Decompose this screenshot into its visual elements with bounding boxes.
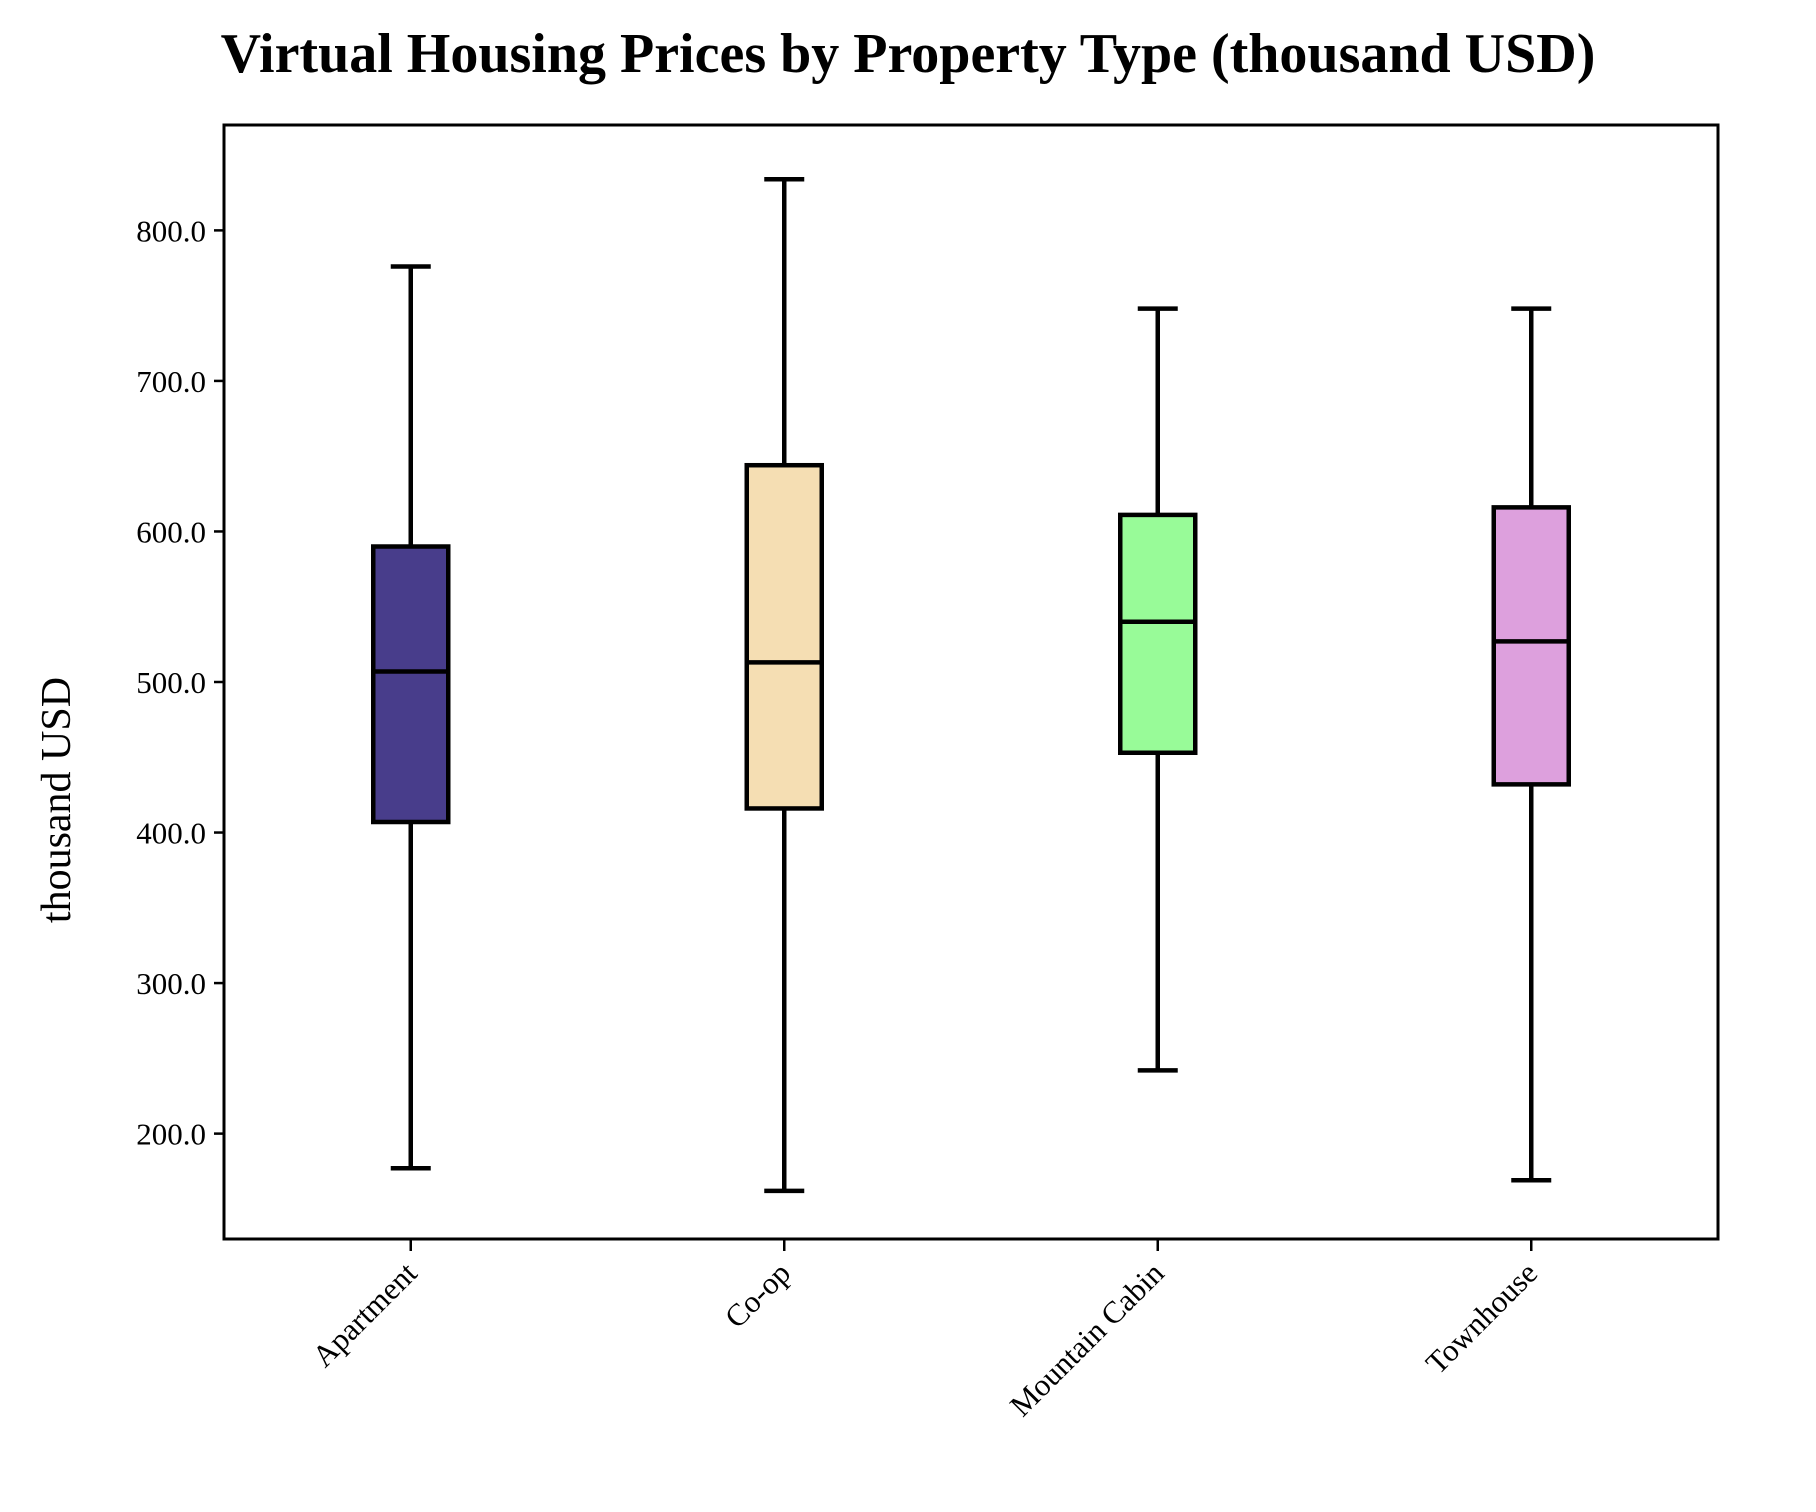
y-tick-label: 200.0 (136, 1117, 206, 1152)
x-tick-label: Mountain Cabin (1003, 1255, 1171, 1423)
y-tick-label: 300.0 (136, 966, 206, 1001)
y-axis-ticks: 200.0 300.0 400.0 500.0 600.0 700.0 800.0 (136, 213, 224, 1152)
x-tick-label: Co-op (718, 1255, 798, 1335)
chart-title: Virtual Housing Prices by Property Type … (221, 23, 1596, 85)
x-tick-label: Townhouse (1419, 1255, 1545, 1381)
box-mountain-cabin (1118, 306, 1198, 1073)
y-tick-label: 500.0 (136, 665, 206, 700)
iqr-box (1118, 512, 1198, 756)
y-tick-label: 600.0 (136, 514, 206, 549)
box-apartment (371, 264, 451, 1171)
x-tick-label: Apartment (305, 1255, 424, 1374)
box-co-op (744, 176, 824, 1194)
iqr-box (1491, 505, 1571, 787)
box-series (371, 176, 1571, 1194)
box-townhouse (1491, 306, 1571, 1183)
y-tick-label: 800.0 (136, 213, 206, 248)
iqr-box (744, 462, 824, 811)
iqr-box (371, 544, 451, 825)
y-axis-label: thousand USD (34, 677, 80, 923)
y-tick-label: 400.0 (136, 816, 206, 851)
y-tick-label: 700.0 (136, 364, 206, 399)
x-axis-ticks: Apartment Co-op Mountain Cabin Townhouse (305, 1239, 1544, 1423)
